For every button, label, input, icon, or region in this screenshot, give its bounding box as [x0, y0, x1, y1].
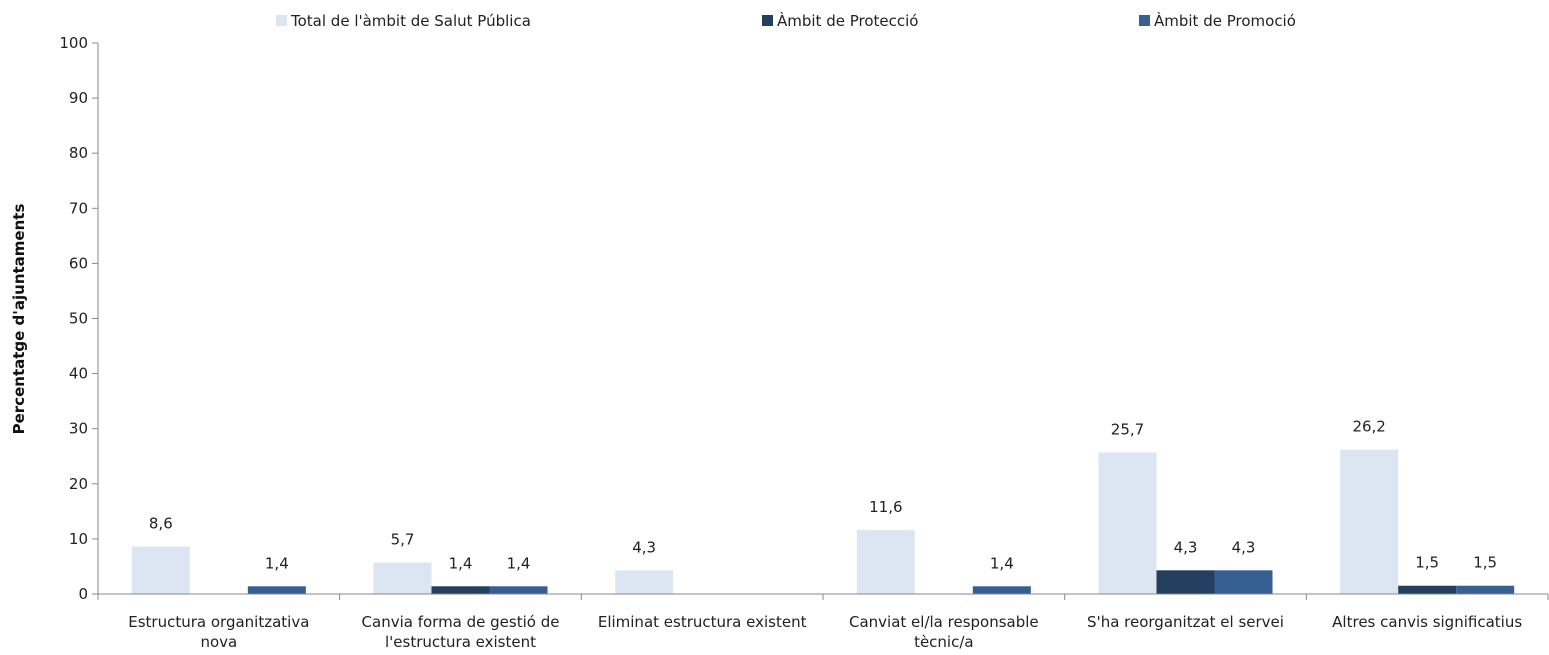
- data-label: 1,4: [265, 554, 289, 572]
- y-tick-label: 70: [69, 199, 88, 217]
- bar: [489, 586, 548, 594]
- bar: [1398, 585, 1457, 594]
- category-label: Estructura organitzativa nova: [128, 613, 309, 651]
- chart-legend: Total de l'àmbit de Salut Pública Àmbit d…: [276, 11, 1296, 30]
- legend-swatch: [762, 15, 773, 26]
- data-label: 4,3: [632, 538, 656, 556]
- bar: [373, 562, 432, 594]
- bar: [615, 570, 674, 594]
- category-label: Canviat el/la responsable tècnic/a: [849, 613, 1039, 651]
- data-label: 1,5: [1415, 554, 1439, 572]
- category-label: Altres canvis significatius: [1332, 613, 1522, 631]
- y-tick-label: 10: [69, 530, 88, 548]
- data-label: 4,3: [1174, 538, 1198, 556]
- data-label: 1,4: [990, 554, 1014, 572]
- bar: [1456, 585, 1515, 594]
- y-tick-label: 20: [69, 475, 88, 493]
- data-label: 1,4: [507, 554, 531, 572]
- y-axis: 0 10 20 30 40 50 60 70 80 90 100: [59, 34, 99, 603]
- data-label: 8,6: [149, 515, 173, 533]
- bar: [856, 530, 915, 594]
- bar: [1214, 570, 1273, 594]
- bar: [972, 586, 1031, 594]
- data-label: 5,7: [391, 531, 415, 549]
- y-tick-label: 40: [69, 365, 88, 383]
- y-tick-label: 50: [69, 310, 88, 328]
- legend-label: Àmbit de Promoció: [1154, 11, 1296, 30]
- category-label: S'ha reorganitzat el servei: [1087, 613, 1284, 631]
- data-label: 1,5: [1473, 554, 1497, 572]
- bar: [1156, 570, 1215, 594]
- bar: [131, 546, 190, 594]
- y-axis-title: Percentatge d'ajuntaments: [10, 204, 28, 435]
- y-tick-label: 30: [69, 420, 88, 438]
- bar: [431, 586, 490, 594]
- data-label: 4,3: [1232, 538, 1256, 556]
- y-tick-label: 80: [69, 144, 88, 162]
- y-tick-label: 60: [69, 254, 88, 272]
- legend-swatch: [1139, 15, 1150, 26]
- bar: [1098, 452, 1157, 594]
- bars: 8,6 5,7 4,3 11,6 25,7 26,2 1,4 4,3 1,5 1,4 1,4 1,4 4…: [131, 418, 1515, 594]
- y-tick-label: 90: [69, 89, 88, 107]
- bar: [1340, 449, 1399, 594]
- data-label: 11,6: [869, 498, 902, 516]
- y-tick-label: 100: [59, 34, 88, 52]
- data-label: 25,7: [1111, 420, 1144, 438]
- category-label: Eliminat estructura existent: [598, 613, 807, 631]
- legend-label: Àmbit de Protecció: [777, 11, 918, 30]
- y-tick-label: 0: [78, 585, 88, 603]
- data-label: 26,2: [1352, 418, 1385, 436]
- legend-swatch: [276, 15, 287, 26]
- legend-label: Total de l'àmbit de Salut Pública: [290, 12, 531, 30]
- category-label: Canvia forma de gestió de l'estructura ex…: [362, 613, 560, 651]
- bar: [247, 586, 306, 594]
- data-label: 1,4: [449, 554, 473, 572]
- x-axis: Estructura organitzativa nova Canvia forma…: [97, 593, 1549, 651]
